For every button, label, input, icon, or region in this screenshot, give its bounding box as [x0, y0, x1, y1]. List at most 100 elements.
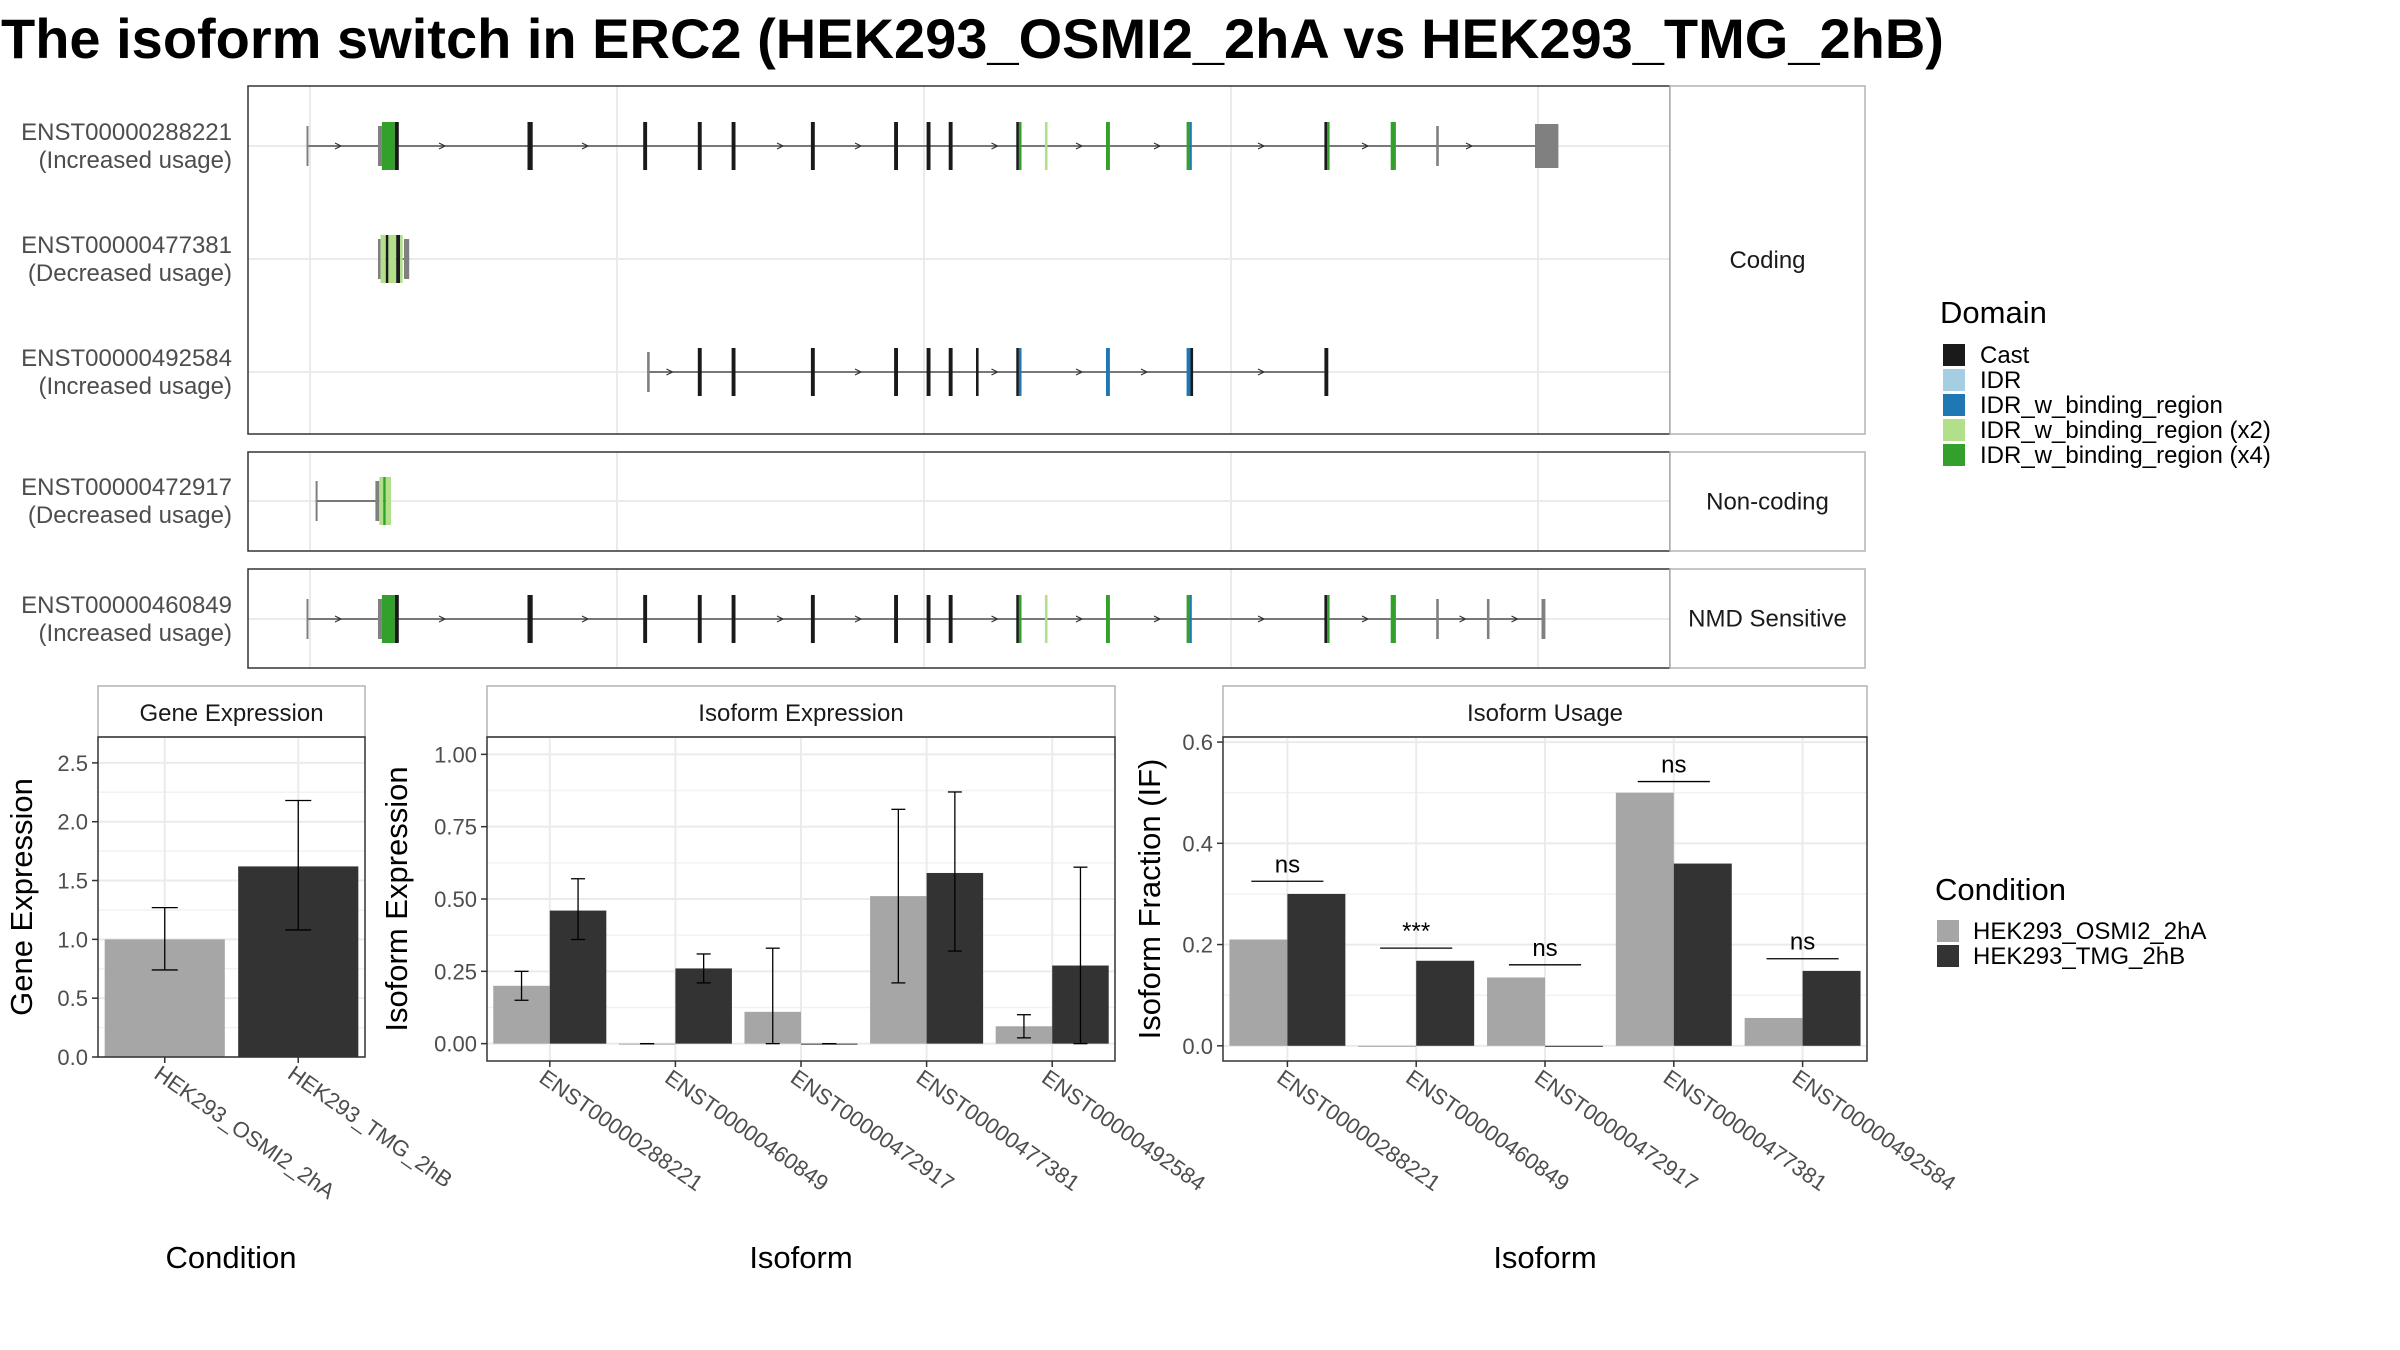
isoform-usage-chart: Isoform Usage0.00.20.40.6ENST00000288221…	[1132, 685, 1960, 1275]
exon-cast	[394, 595, 399, 643]
y-axis-title: Isoform Expression	[379, 766, 414, 1031]
error-bar	[151, 906, 178, 971]
exon-idr-w-binding-region	[1189, 595, 1192, 643]
condition-legend-swatch	[1937, 920, 1959, 942]
direction-arrow	[1153, 142, 1162, 150]
condition-legend-item-hek293-tmg-2hb: HEK293_TMG_2hB	[1937, 943, 2185, 970]
domain-legend-item-idr-w-binding-region: IDR_w_binding_region	[1943, 392, 2223, 419]
bar-hek293-tmg-2hb-enst00000460849	[1416, 960, 1475, 1046]
exon-cast	[697, 122, 702, 170]
error-bar	[514, 970, 529, 1001]
utr-exon	[1535, 124, 1559, 168]
transcript-id-label: ENST00000288221	[21, 119, 232, 146]
exon-cast	[1016, 595, 1019, 643]
significance-label: ns	[1275, 851, 1300, 878]
y-tick-label: 2.0	[57, 810, 88, 835]
y-axis-title: Gene Expression	[4, 778, 39, 1016]
y-tick-label: 0.4	[1182, 831, 1213, 856]
exon-idr-w-binding-region-x4	[1327, 122, 1330, 170]
transcript-id-label: ENST00000460849	[21, 592, 232, 619]
exon-idr-w-binding-region-x4	[381, 595, 395, 643]
exon-idr-w-binding-region-x4	[1018, 122, 1022, 170]
transcript-usage-label: (Increased usage)	[39, 373, 232, 400]
exon-cast	[894, 595, 898, 643]
domain-legend-item-idr: IDR	[1943, 367, 2021, 394]
exon-idr-w-binding-region	[1189, 122, 1192, 170]
direction-arrow	[854, 615, 863, 623]
utr-exon	[315, 481, 318, 521]
exon-cast	[976, 348, 979, 396]
transcript-usage-label: (Decreased usage)	[28, 502, 232, 529]
exon-cast	[1016, 348, 1019, 396]
x-axis-title: Isoform	[749, 1240, 852, 1275]
y-tick-label: 0.5	[57, 986, 88, 1011]
exon-cast	[1190, 348, 1194, 396]
exon-idr-w-binding-region	[1018, 348, 1022, 396]
transcript-id-label: ENST00000492584	[21, 345, 232, 372]
exon-idr-w-binding-region-x4	[1106, 595, 1110, 643]
exon-idr-w-binding-region-x2	[379, 477, 384, 525]
direction-arrow	[438, 142, 447, 150]
y-tick-label: 2.5	[57, 751, 88, 776]
direction-arrow	[438, 615, 447, 623]
utr-exon	[1436, 126, 1439, 166]
facet-strip	[1669, 451, 1866, 552]
direction-arrow	[991, 368, 999, 376]
condition-legend-label: HEK293_TMG_2hB	[1973, 943, 2185, 970]
condition-legend-item-hek293-osmi2-2ha: HEK293_OSMI2_2hA	[1937, 918, 2206, 945]
error-bar	[947, 791, 962, 952]
direction-arrow	[854, 368, 863, 376]
utr-exon	[378, 239, 381, 279]
exon-cast	[926, 595, 931, 643]
bar-hek293-osmi2-2ha-enst00000472917	[1487, 977, 1545, 1046]
exon-cast	[948, 595, 953, 643]
exon-idr-w-binding-region-x4	[381, 122, 395, 170]
significance-annotation: ns	[1251, 851, 1324, 882]
panel-strip	[1222, 685, 1868, 738]
y-tick-label: 1.00	[434, 742, 477, 767]
utr-exon	[1486, 599, 1490, 639]
direction-arrow	[581, 615, 590, 623]
error-bar	[1016, 1014, 1031, 1039]
exon-cast	[810, 595, 815, 643]
utr-exon	[375, 481, 380, 521]
transcript-usage-label: (Increased usage)	[39, 147, 232, 174]
panel-border	[1222, 736, 1868, 1062]
panel-border	[97, 736, 366, 1058]
facet-strip-label: Non-coding	[1706, 489, 1829, 516]
utr-exon	[404, 239, 410, 279]
error-bar	[696, 953, 711, 984]
direction-arrow	[581, 142, 590, 150]
domain-legend-label: IDR_w_binding_region (x2)	[1980, 417, 2271, 444]
exon-cast	[926, 122, 931, 170]
y-tick-label: 0.2	[1182, 933, 1213, 958]
y-tick-label: 0.75	[434, 815, 477, 840]
transcript-enst00000477381: ENST00000477381(Decreased usage)	[21, 232, 410, 287]
direction-arrow	[1361, 142, 1370, 150]
utr-exon	[1436, 599, 1439, 639]
bar-hek293-tmg-2hb-enst00000472917	[1545, 1045, 1603, 1047]
panel-strip	[97, 685, 366, 738]
figure-title: The isoform switch in ERC2 (HEK293_OSMI2…	[1, 7, 1944, 70]
exon-cast	[385, 235, 389, 283]
exon-cast	[394, 122, 399, 170]
direction-arrow	[1257, 615, 1266, 623]
transcript-usage-label: (Increased usage)	[39, 620, 232, 647]
exon-cast	[731, 595, 736, 643]
exon-cast	[894, 348, 898, 396]
utr-exon	[378, 126, 382, 166]
transcript-usage-label: (Decreased usage)	[28, 260, 232, 287]
domain-legend-label: IDR_w_binding_region (x4)	[1980, 442, 2271, 469]
direction-arrow	[991, 615, 999, 623]
domain-legend-label: Cast	[1980, 342, 2030, 369]
exon-cast	[643, 122, 648, 170]
direction-arrow	[991, 142, 999, 150]
domain-legend-title: Domain	[1940, 295, 2047, 330]
exon-idr-w-binding-region-x4	[1390, 122, 1396, 170]
facet-strip	[1669, 568, 1866, 669]
exon-cast	[527, 595, 533, 643]
x-axis-title: Isoform	[1493, 1240, 1596, 1275]
y-tick-label: 1.0	[57, 927, 88, 952]
direction-arrow	[1459, 615, 1467, 623]
